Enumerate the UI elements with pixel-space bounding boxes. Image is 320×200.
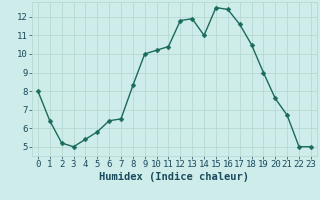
X-axis label: Humidex (Indice chaleur): Humidex (Indice chaleur) — [100, 172, 249, 182]
